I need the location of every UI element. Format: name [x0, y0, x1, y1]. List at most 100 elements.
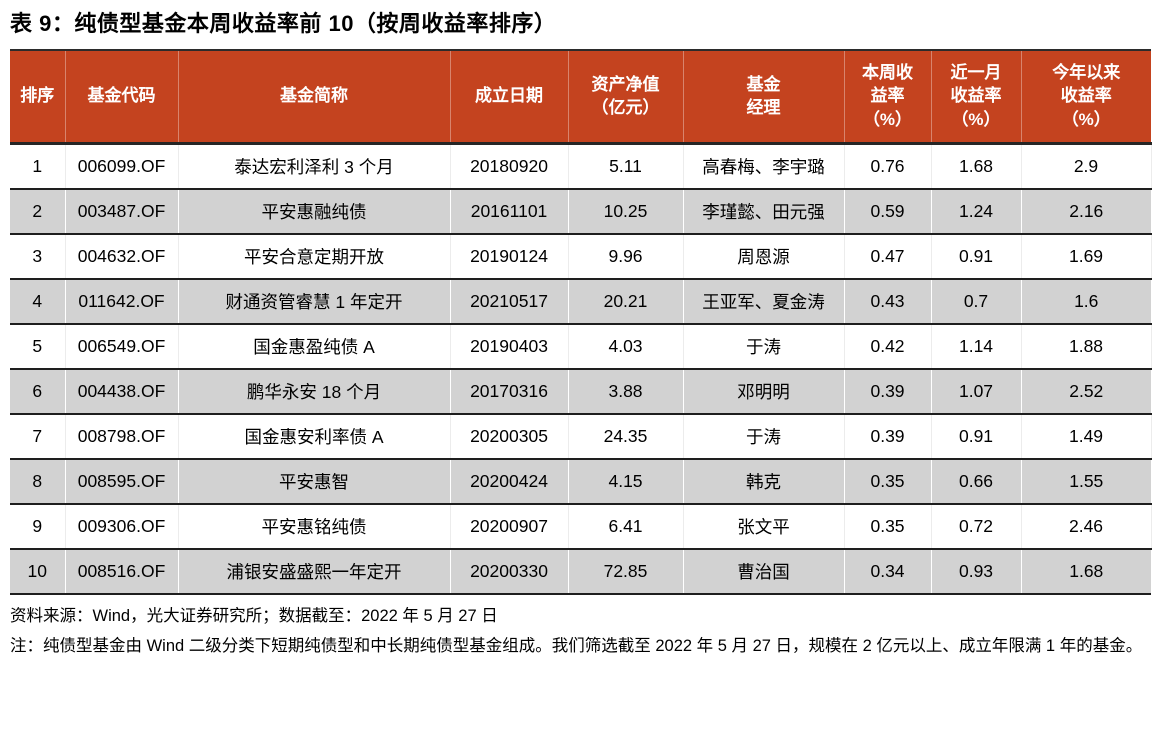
table-row: 4 011642.OF 财通资管睿慧 1 年定开 20210517 20.21 … [10, 278, 1151, 325]
table-row: 1 006099.OF 泰达宏利泽利 3 个月 20180920 5.11 高春… [10, 143, 1152, 190]
cell-date: 20200305 [450, 413, 569, 460]
report-page: 表 9：纯债型基金本周收益率前 10（按周收益率排序） 排序 基金代码 基金简称… [10, 11, 1152, 660]
cell-ytd: 1.68 [1021, 548, 1151, 595]
cell-code: 003487.OF [65, 188, 179, 235]
cell-rank: 7 [10, 413, 66, 460]
cell-week: 0.39 [844, 413, 932, 460]
cell-nav: 6.41 [568, 503, 684, 550]
column-header-date: 成立日期 [450, 48, 569, 146]
column-header-nav: 资产净值 （亿元） [568, 48, 684, 146]
cell-rank: 9 [10, 503, 66, 550]
cell-month: 1.14 [931, 323, 1022, 370]
column-header-ytd: 今年以来 收益率 （%） [1021, 48, 1151, 146]
cell-month: 0.93 [931, 548, 1022, 595]
cell-month: 0.66 [931, 458, 1022, 505]
cell-date: 20210517 [450, 278, 569, 325]
cell-name: 鹏华永安 18 个月 [178, 368, 451, 415]
cell-ytd: 1.49 [1021, 413, 1152, 460]
cell-name: 国金惠安利率债 A [178, 413, 451, 460]
cell-rank: 1 [10, 143, 66, 190]
table-row: 8 008595.OF 平安惠智 20200424 4.15 韩克 0.35 0… [10, 458, 1151, 505]
column-header-code: 基金代码 [65, 48, 179, 146]
cell-week: 0.43 [844, 278, 932, 325]
cell-rank: 2 [10, 188, 66, 235]
cell-nav: 20.21 [568, 278, 684, 325]
cell-week: 0.47 [844, 233, 932, 280]
fund-table: 排序 基金代码 基金简称 成立日期 资产净值 （亿元） 基金 经理 本周收 益率… [10, 48, 1152, 595]
cell-week: 0.76 [844, 143, 932, 190]
cell-rank: 10 [10, 548, 66, 595]
cell-code: 008798.OF [65, 413, 179, 460]
cell-month: 0.91 [931, 233, 1022, 280]
cell-date: 20200330 [450, 548, 569, 595]
cell-nav: 3.88 [568, 368, 684, 415]
table-row: 2 003487.OF 平安惠融纯债 20161101 10.25 李瑾懿、田元… [10, 188, 1151, 235]
note-line: 注：纯债型基金由 Wind 二级分类下短期纯债型和中长期纯债型基金组成。我们筛选… [10, 637, 1143, 656]
cell-name: 财通资管睿慧 1 年定开 [178, 278, 451, 325]
cell-manager: 曹治国 [683, 548, 845, 595]
cell-name: 平安惠融纯债 [178, 188, 451, 235]
table-title: 表 9：纯债型基金本周收益率前 10（按周收益率排序） [10, 11, 557, 36]
cell-code: 006099.OF [65, 143, 179, 190]
cell-nav: 9.96 [568, 233, 684, 280]
column-header-rank: 排序 [10, 48, 66, 146]
cell-manager: 于涛 [683, 323, 845, 370]
cell-date: 20161101 [450, 188, 569, 235]
cell-date: 20200424 [450, 458, 569, 505]
table-row: 9 009306.OF 平安惠铭纯债 20200907 6.41 张文平 0.3… [10, 503, 1152, 550]
cell-manager: 王亚军、夏金涛 [683, 278, 845, 325]
table-row: 10 008516.OF 浦银安盛盛熙一年定开 20200330 72.85 曹… [10, 548, 1151, 595]
cell-nav: 10.25 [568, 188, 684, 235]
cell-week: 0.39 [844, 368, 932, 415]
cell-code: 008595.OF [65, 458, 179, 505]
cell-name: 平安合意定期开放 [178, 233, 451, 280]
cell-name: 国金惠盈纯债 A [178, 323, 451, 370]
cell-week: 0.59 [844, 188, 932, 235]
cell-nav: 4.15 [568, 458, 684, 505]
cell-date: 20190403 [450, 323, 569, 370]
table-row: 7 008798.OF 国金惠安利率债 A 20200305 24.35 于涛 … [10, 413, 1152, 460]
cell-nav: 4.03 [568, 323, 684, 370]
cell-ytd: 1.69 [1021, 233, 1152, 280]
cell-week: 0.42 [844, 323, 932, 370]
cell-week: 0.35 [844, 458, 932, 505]
cell-nav: 24.35 [568, 413, 684, 460]
cell-name: 平安惠智 [178, 458, 451, 505]
cell-manager: 张文平 [683, 503, 845, 550]
cell-date: 20180920 [450, 143, 569, 190]
cell-month: 0.72 [931, 503, 1022, 550]
table-footer: 资料来源：Wind，光大证券研究所；数据截至：2022 年 5 月 27 日 注… [10, 604, 1152, 660]
cell-manager: 韩克 [683, 458, 845, 505]
column-header-month: 近一月 收益率 （%） [931, 48, 1022, 146]
cell-rank: 4 [10, 278, 66, 325]
cell-manager: 于涛 [683, 413, 845, 460]
cell-rank: 6 [10, 368, 66, 415]
cell-manager: 周恩源 [683, 233, 845, 280]
cell-month: 1.68 [931, 143, 1022, 190]
cell-week: 0.34 [844, 548, 932, 595]
cell-name: 平安惠铭纯债 [178, 503, 451, 550]
cell-code: 004632.OF [65, 233, 179, 280]
cell-code: 006549.OF [65, 323, 179, 370]
source-line: 资料来源：Wind，光大证券研究所；数据截至：2022 年 5 月 27 日 [10, 606, 498, 625]
table-row: 5 006549.OF 国金惠盈纯债 A 20190403 4.03 于涛 0.… [10, 323, 1152, 370]
cell-date: 20190124 [450, 233, 569, 280]
cell-rank: 3 [10, 233, 66, 280]
cell-nav: 72.85 [568, 548, 684, 595]
cell-rank: 5 [10, 323, 66, 370]
table-row: 6 004438.OF 鹏华永安 18 个月 20170316 3.88 邓明明… [10, 368, 1151, 415]
cell-name: 泰达宏利泽利 3 个月 [178, 143, 451, 190]
cell-date: 20200907 [450, 503, 569, 550]
cell-ytd: 1.55 [1021, 458, 1151, 505]
cell-manager: 李瑾懿、田元强 [683, 188, 845, 235]
cell-nav: 5.11 [568, 143, 684, 190]
cell-code: 009306.OF [65, 503, 179, 550]
table-header: 排序 基金代码 基金简称 成立日期 资产净值 （亿元） 基金 经理 本周收 益率… [10, 48, 1151, 146]
cell-week: 0.35 [844, 503, 932, 550]
table-body: 1 006099.OF 泰达宏利泽利 3 个月 20180920 5.11 高春… [10, 143, 1152, 595]
cell-name: 浦银安盛盛熙一年定开 [178, 548, 451, 595]
column-header-manager: 基金 经理 [683, 48, 845, 146]
cell-ytd: 2.46 [1021, 503, 1152, 550]
cell-manager: 高春梅、李宇璐 [683, 143, 845, 190]
cell-ytd: 1.88 [1021, 323, 1152, 370]
